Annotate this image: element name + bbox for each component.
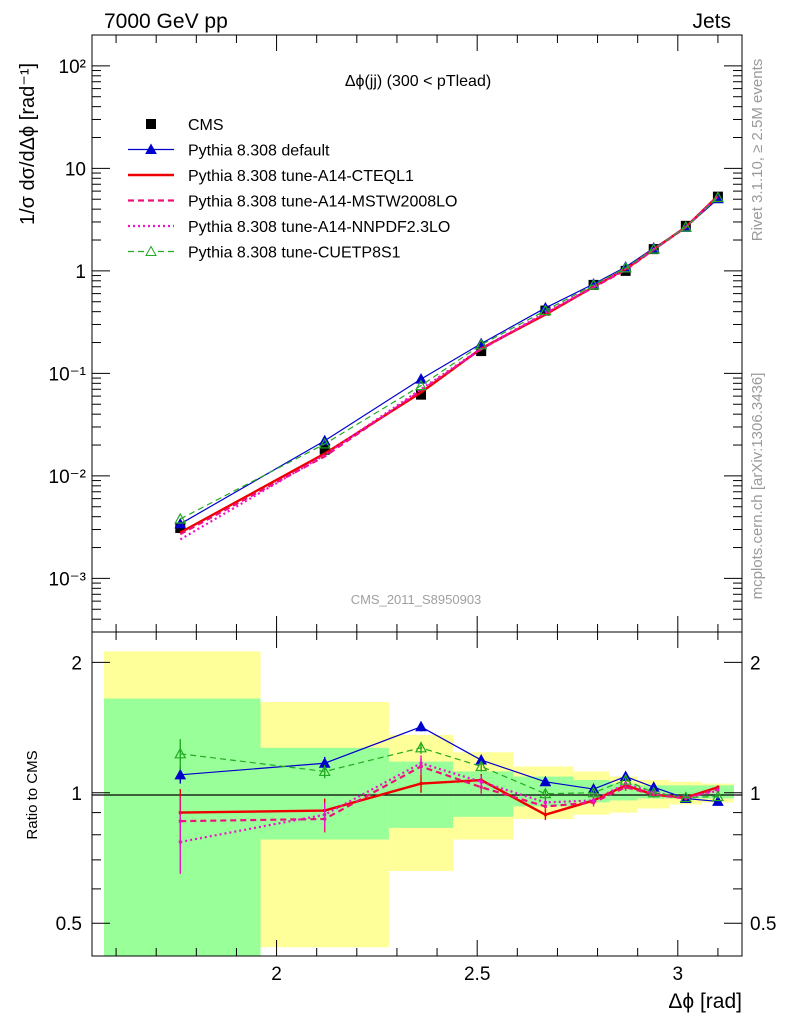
ratio-point: [419, 761, 423, 765]
header-left: 7000 GeV pp: [104, 10, 228, 33]
ratio-x-axis: 2 2.5 3: [115, 632, 719, 985]
ratio-point: [539, 775, 552, 787]
main-plot-background: [92, 35, 742, 632]
analysis-watermark: CMS_2011_S8950903: [351, 592, 482, 607]
legend-label: Pythia 8.308 tune-CUETP8S1: [188, 245, 401, 262]
data-point: [414, 379, 428, 391]
ratio-point: [415, 720, 427, 732]
data-point: [475, 338, 488, 350]
x-tick-label: 3: [673, 964, 684, 985]
legend-marker: [145, 143, 157, 154]
ratio-y-tick-label: 1: [71, 784, 82, 805]
legend: CMS Pythia 8.308 default Pythia 8.308 tune…: [128, 117, 457, 262]
main-plot-data: [174, 191, 724, 541]
ratio-point: [174, 768, 187, 780]
main-plot-panel: 10² 10 1 10⁻¹ 10⁻² 10⁻³ Δϕ(jj) (300 < pTlead)…: [17, 34, 743, 633]
ratio-point: [419, 782, 423, 786]
ratio-y-axis-label: Ratio to CMS: [24, 750, 41, 839]
ratio-point: [647, 786, 660, 798]
ratio-y-tick-label-right: 0.5: [750, 914, 776, 935]
legend-marker: [145, 245, 157, 256]
chart-title: Δϕ(jj) (300 < pTlead): [345, 73, 491, 90]
ratio-plot-panel: 2 21 10.5 0.5 2 2.5 3 Ratio to CMS Δϕ [rad]: [24, 631, 777, 1013]
ratio-y-axis: 2 2 1 1 0.5 0.5: [56, 653, 777, 935]
ratio-point: [619, 773, 632, 785]
ratio-point: [543, 813, 547, 817]
legend-item: Pythia 8.308 tune-CUETP8S1: [128, 245, 401, 262]
data-point: [619, 261, 632, 273]
ratio-y-tick-label: 2: [71, 653, 82, 674]
ratio-point: [178, 840, 182, 844]
data-point: [318, 437, 331, 449]
legend-label: Pythia 8.308 default: [188, 143, 330, 160]
data-point: [416, 389, 427, 400]
ratio-series-0: [174, 720, 724, 806]
data-point: [587, 278, 600, 290]
x-axis-label: Δϕ [rad]: [668, 990, 742, 1013]
ratio-point: [479, 780, 483, 784]
legend-item: Pythia 8.308 tune-A14-MSTW2008LO: [128, 194, 457, 211]
ratio-line: [180, 765, 719, 823]
ratio-y-tick-label-right: 2: [750, 653, 761, 674]
ratio-point: [543, 800, 547, 804]
ratio-plot-data: [174, 720, 724, 874]
legend-label: Pythia 8.308 tune-A14-CTEQL1: [188, 168, 414, 185]
uncertainty-band-stat: [104, 698, 261, 956]
y-tick-label: 10⁻³: [49, 569, 87, 590]
data-point: [539, 304, 552, 316]
y-tick-label: 10²: [59, 57, 86, 78]
legend-label: Pythia 8.308 tune-A14-MSTW2008LO: [188, 194, 457, 211]
legend-label: CMS: [188, 117, 224, 134]
data-point: [319, 444, 330, 455]
main-y-axis-label: 1/σ dσ/dΔϕ [rad⁻¹]: [17, 63, 39, 225]
ratio-point: [592, 798, 596, 802]
ratio-point: [587, 786, 600, 798]
legend-label: Pythia 8.308 tune-A14-NNPDF2.3LO: [188, 219, 450, 236]
ratio-point: [323, 813, 327, 817]
ratio-y-tick-label-right: 1: [750, 784, 761, 805]
series-line: [179, 197, 719, 520]
data-point: [415, 373, 427, 384]
main-y-axis: 10² 10 1 10⁻¹ 10⁻² 10⁻³: [49, 34, 742, 633]
ratio-point: [539, 787, 552, 799]
ratio-line: [180, 747, 718, 799]
legend-item: Pythia 8.308 default: [128, 143, 330, 160]
x-tick-label: 2: [271, 964, 282, 985]
data-point: [174, 512, 187, 524]
source-label: mcplots.cern.ch [arXiv:1306.3436]: [749, 373, 766, 600]
data-point: [711, 191, 724, 203]
legend-marker: [146, 119, 156, 129]
ratio-point: [475, 760, 488, 772]
ratio-point: [174, 747, 187, 759]
y-tick-label: 10⁻²: [49, 467, 87, 488]
ratio-line: [180, 762, 719, 844]
ratio-line: [180, 726, 718, 803]
legend-item: Pythia 8.308 tune-A14-NNPDF2.3LO: [128, 219, 450, 236]
x-tick-label: 2.5: [464, 964, 490, 985]
data-point: [476, 346, 487, 357]
y-tick-label: 10⁻¹: [49, 364, 87, 385]
ratio-point: [711, 790, 724, 802]
ratio-series-4: [174, 739, 724, 803]
data-point: [679, 220, 692, 232]
ratio-point: [318, 765, 331, 777]
header-right: Jets: [692, 10, 731, 33]
ratio-point: [414, 741, 428, 753]
legend-item: Pythia 8.308 tune-A14-CTEQL1: [128, 168, 414, 185]
ratio-point: [679, 791, 692, 803]
ratio-plot-frame: [91, 631, 743, 957]
data-point: [647, 242, 660, 254]
y-tick-label: 10: [65, 159, 86, 180]
y-tick-label: 1: [75, 262, 86, 283]
legend-item: CMS: [146, 117, 224, 134]
ratio-y-tick-label: 0.5: [56, 914, 82, 935]
rivet-label: Rivet 3.1.10, ≥ 2.5M events: [749, 59, 766, 242]
series-5: [174, 191, 724, 524]
